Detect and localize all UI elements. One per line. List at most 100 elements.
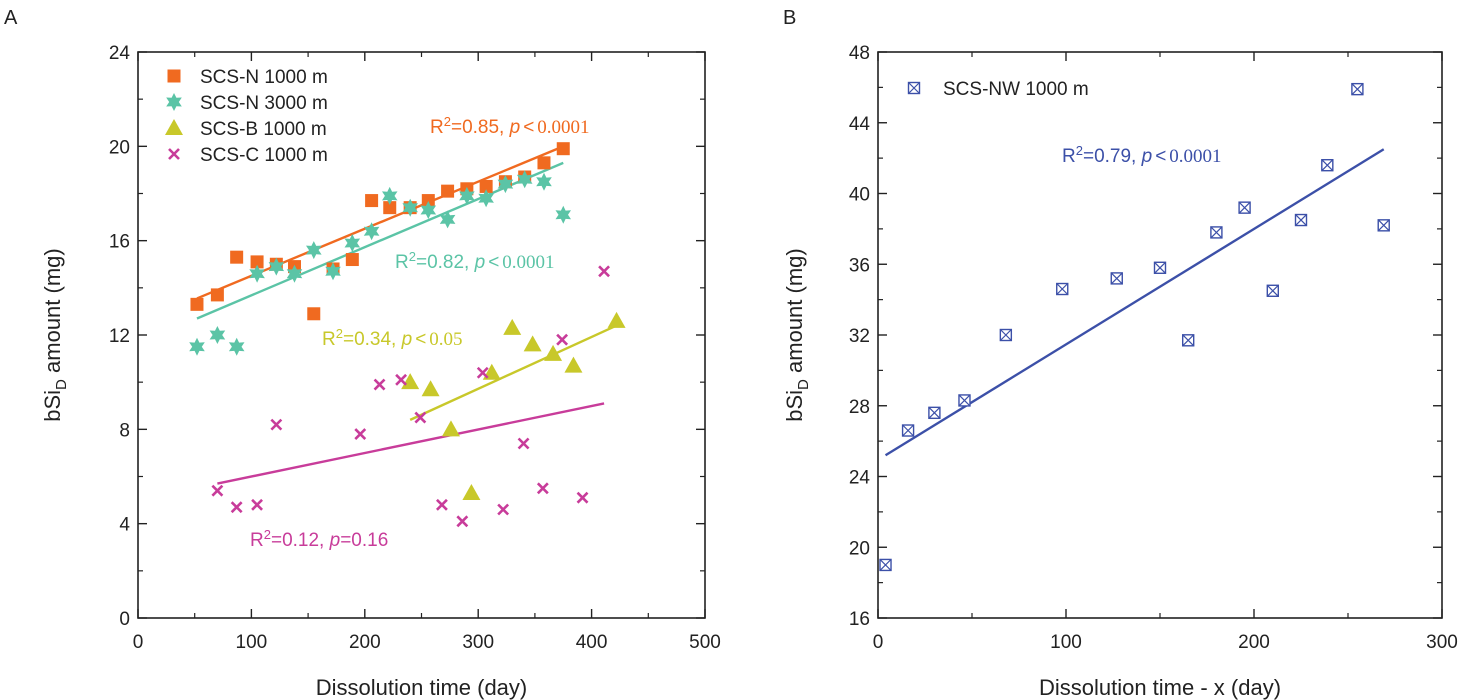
panel-b-legend-marker-1: [907, 81, 921, 95]
panel-b-y-tick-label: 40: [849, 185, 870, 206]
panel-a-data-point-s1: [479, 179, 493, 193]
panel-b-y-tick-label: 20: [849, 538, 870, 559]
panel-a-data-point-s3: [503, 318, 522, 335]
panel-b-x-tick-label: 200: [1238, 632, 1270, 653]
panel-a-r2-annotation-2: R2=0.82, p <0.0001: [395, 249, 555, 273]
panel-a-data-point-s3: [462, 484, 481, 501]
panel-a-data-point-s4: [536, 482, 549, 495]
panel-a-legend-label-3: SCS-B 1000 m: [200, 119, 327, 140]
panel-b-y-tick-label: 24: [849, 468, 871, 489]
panel-b-chart: 0 100 200 300 16 20 24 28 32 36 40 44 48 Dissolution …: [782, 43, 1458, 700]
panel-a-data-point-s4: [576, 491, 589, 504]
panel-b-y-tick-label: 28: [849, 397, 870, 418]
panel-a-data-point-s3: [421, 380, 440, 397]
panel-a-fit-line-4: [217, 402, 605, 485]
panel-a-x-tick-label: 500: [689, 632, 721, 653]
panel-a-y-tick-label: 16: [109, 232, 130, 253]
panel-a-x-tick-label: 300: [462, 632, 494, 653]
panel-b-y-tick-label: 16: [849, 609, 870, 630]
panel-a-data-point-s1: [441, 184, 455, 198]
panel-b-y-axis-label: bSiD amount (mg): [782, 248, 812, 421]
panel-a-data-point-s2: [516, 170, 533, 189]
panel-a-x-tick-label: 400: [576, 632, 608, 653]
panel-a-legend-marker-1: [167, 69, 181, 83]
panel-b-data-point-s1: [1266, 284, 1280, 297]
panel-a-data-point-s2: [325, 262, 341, 281]
panel-a-data-point-s3: [523, 335, 542, 352]
panel-a-data-point-s2: [249, 264, 265, 283]
panel-a-data-point-s4: [598, 265, 610, 278]
panel-b-tag: B: [783, 7, 796, 29]
panel-a-y-tick-label: 8: [119, 420, 130, 441]
panel-a-data-point-s4: [354, 428, 367, 440]
panel-a-data-point-s2: [382, 186, 398, 205]
panel-a-y-tick-label: 12: [109, 326, 130, 347]
panel-b-data-point-s1: [1056, 282, 1069, 296]
panel-b-x-tick-label: 100: [1050, 632, 1082, 653]
panel-b-data-point-s1: [1351, 82, 1364, 96]
panel-b-x-axis-label: Dissolution time - x (day): [1039, 675, 1281, 700]
panel-a-data-point-s2: [209, 326, 226, 344]
panel-a-legend-marker-4: [168, 148, 180, 160]
panel-b-data-point-s1: [1181, 334, 1195, 347]
panel-a-tag: A: [4, 7, 18, 29]
panel-a-fit-line-3: [409, 324, 618, 421]
panel-a-x-tick-label: 0: [133, 632, 144, 653]
panel-b-data-point-s1: [1294, 213, 1308, 227]
panel-a-chart: 0 100 200 300 400 500 0 4 8 12 16 20 24 Dissolution t…: [40, 43, 721, 700]
panel-a-data-point-s2: [306, 241, 322, 260]
panel-b-data-point-s1: [879, 558, 892, 572]
panel-a-x-tick-label: 100: [236, 632, 268, 653]
panel-a-data-point-s2: [189, 337, 205, 356]
panel-b-plot-frame: [877, 51, 1443, 619]
panel-a-data-point-s1: [537, 156, 551, 170]
panel-a-data-point-s4: [251, 498, 263, 511]
panel-a-data-point-s4: [373, 378, 386, 391]
panel-a-data-point-s2: [402, 198, 418, 217]
panel-a-data-point-s2: [459, 186, 475, 205]
panel-a-data-point-s1: [421, 194, 435, 208]
panel-a-data-point-s1: [307, 307, 321, 321]
panel-a-y-axis-label: bSiD amount (mg): [40, 248, 70, 421]
panel-b-data-point-s1: [1321, 158, 1334, 172]
panel-a-x-tick-label: 200: [349, 632, 381, 653]
panel-a-y-tick-label: 24: [109, 43, 131, 64]
panel-a-data-point-s2: [555, 205, 571, 224]
panel-a-data-point-s1: [556, 142, 570, 156]
panel-a-legend-label-4: SCS-C 1000 m: [200, 145, 328, 166]
panel-a-data-point-s4: [395, 373, 408, 386]
panel-b-x-tick-label: 0: [873, 632, 884, 653]
panel-a-data-point-s2: [363, 222, 380, 241]
panel-a-data-point-s1: [190, 297, 204, 311]
panel-a-data-point-s1: [345, 253, 359, 267]
panel-a-data-point-s1: [250, 255, 264, 269]
panel-b-r2-annotation-1: R2=0.79, p <0.0001: [1062, 143, 1222, 167]
panel-a-data-point-s2: [536, 172, 552, 191]
panel-b-data-point-s1: [1238, 201, 1251, 214]
panel-a-data-point-s1: [365, 194, 379, 208]
panel-b-data-point-s1: [928, 406, 941, 420]
panel-b-data-point-s1: [1210, 226, 1223, 239]
panel-a-legend-marker-3: [165, 119, 183, 135]
panel-a-data-point-s4: [435, 498, 448, 511]
panel-a-data-point-s2: [286, 264, 303, 283]
panel-a-data-point-s1: [383, 201, 397, 215]
panel-b-data-point-s1: [999, 328, 1013, 342]
panel-a-r2-annotation-1: R2=0.85, p <0.0001: [430, 114, 590, 138]
panel-a-data-point-s4: [456, 515, 469, 528]
panel-a-data-point-s3: [607, 311, 626, 328]
panel-a-data-point-s3: [441, 420, 460, 437]
panel-a-data-point-s2: [344, 234, 361, 252]
panel-a-data-point-s1: [230, 250, 244, 264]
panel-a-data-point-s4: [230, 501, 243, 514]
panel-a-data-point-s2: [228, 337, 245, 356]
panel-a-data-point-s4: [556, 333, 569, 346]
panel-b-data-point-s1: [1153, 261, 1167, 274]
panel-a-data-point-s3: [544, 344, 563, 361]
panel-a-y-tick-label: 20: [109, 137, 130, 158]
panel-b-y-tick-label: 48: [849, 43, 870, 64]
panel-b-data-point-s1: [1110, 272, 1123, 285]
panel-a-data-point-s4: [517, 437, 530, 450]
panel-b-x-tick-label: 300: [1426, 632, 1458, 653]
